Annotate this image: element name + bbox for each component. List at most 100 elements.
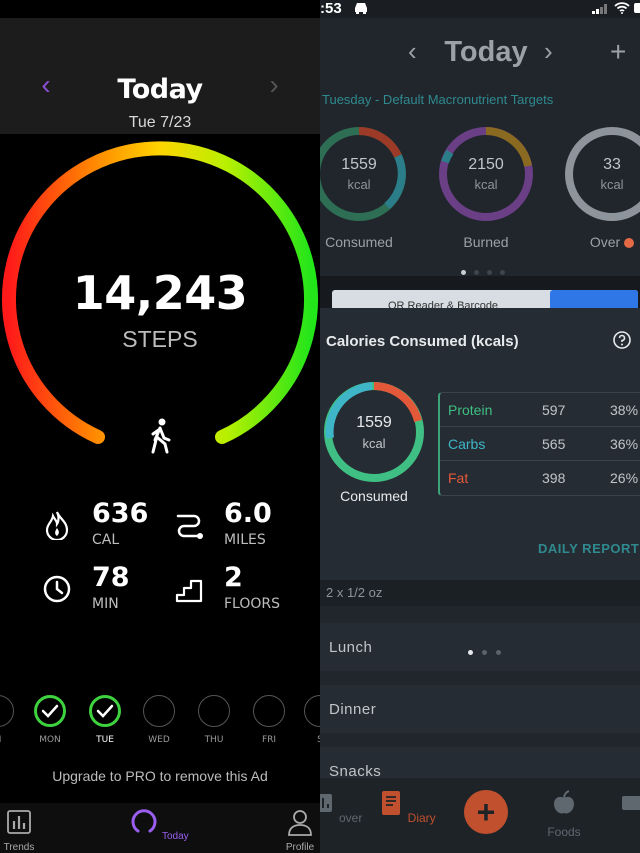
consumed-value: 1559 bbox=[341, 156, 377, 173]
macro-percent: 26% bbox=[610, 470, 639, 486]
meal-label: Lunch bbox=[329, 639, 373, 656]
macro-row-fat: Fat 398 26% bbox=[440, 461, 640, 495]
clock-icon bbox=[43, 575, 71, 603]
week-day-sat[interactable]: S bbox=[300, 695, 320, 755]
stairs-icon bbox=[175, 579, 203, 603]
card-calories-label: Consumed bbox=[340, 488, 408, 504]
day-status-circle bbox=[198, 695, 230, 727]
book-icon bbox=[382, 791, 401, 815]
previous-day-button[interactable]: ‹ bbox=[41, 69, 51, 100]
distance-value: 6.0 bbox=[224, 498, 272, 529]
day-complete-circle bbox=[34, 695, 66, 727]
meal-label: Dinner bbox=[329, 701, 377, 718]
tab-label: Foods bbox=[547, 825, 581, 839]
calories-donut-chart bbox=[324, 382, 424, 482]
week-day-label: FRI bbox=[261, 735, 277, 745]
day-header: ‹ Today Tue 7/23 › bbox=[0, 18, 320, 134]
card-calories-value: 1559 bbox=[356, 414, 392, 431]
daily-report-link[interactable]: DAILY REPORT bbox=[538, 541, 640, 556]
week-day-sun[interactable]: N bbox=[0, 695, 18, 755]
week-day-thu[interactable]: THU bbox=[194, 695, 234, 755]
steps-label: STEPS bbox=[122, 326, 198, 352]
next-day-button[interactable]: › bbox=[269, 69, 279, 100]
calories-value: 636 bbox=[92, 498, 149, 529]
week-day-fri[interactable]: FRI bbox=[249, 695, 289, 755]
tab-more[interactable]: M bbox=[610, 790, 640, 825]
status-time: :53 bbox=[320, 0, 342, 17]
status-bar: :53 bbox=[320, 0, 640, 18]
steps-count: 14,243 bbox=[72, 266, 248, 320]
car-icon bbox=[355, 3, 367, 14]
distance-stat: 6.0 MILES bbox=[174, 498, 314, 554]
meal-label: Snacks bbox=[329, 763, 382, 780]
consumed-label: Consumed bbox=[325, 234, 393, 250]
week-day-label: N bbox=[0, 735, 18, 745]
over-unit: kcal bbox=[600, 177, 624, 192]
macro-name: Protein bbox=[448, 402, 493, 418]
plus-icon[interactable]: + bbox=[610, 36, 627, 67]
macro-table: Protein 597 38% Carbs 565 36% Fat 398 26… bbox=[438, 392, 640, 496]
week-day-label: THU bbox=[204, 735, 224, 745]
week-day-wed[interactable]: WED bbox=[139, 695, 179, 755]
over-indicator-icon bbox=[624, 238, 635, 249]
route-icon bbox=[176, 514, 203, 539]
tab-label: Trends bbox=[3, 842, 35, 853]
macro-value: 597 bbox=[542, 402, 566, 418]
over-label: Over bbox=[562, 234, 640, 250]
card-calories-unit: kcal bbox=[362, 436, 386, 451]
ring-pager bbox=[461, 262, 513, 275]
consumed-unit: kcal bbox=[347, 177, 371, 192]
day-status-circle bbox=[304, 695, 320, 727]
over-ring[interactable]: 33 kcal Over bbox=[562, 122, 640, 262]
meal-dinner[interactable]: Dinner bbox=[320, 685, 640, 733]
week-day-label: TUE bbox=[96, 735, 114, 745]
meal-lunch[interactable]: Lunch bbox=[320, 623, 640, 671]
tab-label: Diary bbox=[407, 811, 436, 825]
upgrade-ad-banner[interactable]: Upgrade to PRO to remove this Ad bbox=[52, 768, 268, 784]
battery-icon bbox=[634, 3, 640, 13]
tab-overview[interactable]: over bbox=[320, 790, 366, 825]
week-day-tue[interactable]: TUE bbox=[85, 695, 125, 755]
ring-icon bbox=[131, 809, 157, 833]
tab-diary[interactable]: Diary bbox=[377, 790, 437, 825]
help-icon[interactable] bbox=[612, 330, 632, 350]
checkmark-icon bbox=[41, 704, 59, 718]
macro-name: Carbs bbox=[448, 436, 486, 452]
macro-targets-label[interactable]: Tuesday - Default Macronutrient Targets bbox=[322, 92, 554, 107]
steps-gauge bbox=[2, 141, 318, 444]
add-food-button[interactable]: + bbox=[464, 790, 508, 834]
tab-today[interactable]: Today bbox=[129, 807, 189, 842]
flame-icon bbox=[45, 511, 69, 540]
macro-percent: 36% bbox=[610, 436, 639, 452]
more-icon bbox=[622, 796, 640, 810]
floors-unit: FLOORS bbox=[224, 596, 281, 612]
day-status-circle bbox=[0, 695, 14, 727]
signal-icon bbox=[592, 4, 607, 14]
ad-banner[interactable]: QR Reader & Barcode bbox=[320, 276, 640, 312]
consumed-ring[interactable]: 1559 kcal Consumed bbox=[320, 122, 409, 262]
bar-chart-icon bbox=[7, 810, 31, 834]
tab-trends[interactable]: Trends bbox=[0, 807, 49, 853]
card-title: Calories Consumed (kcals) bbox=[326, 333, 519, 350]
walking-person-icon bbox=[151, 418, 171, 454]
week-day-mon[interactable]: MON bbox=[30, 695, 70, 755]
day-date: Tue 7/23 bbox=[128, 114, 192, 131]
tab-foods[interactable]: Foods bbox=[534, 790, 594, 839]
day-title: Today bbox=[117, 74, 203, 105]
serving-row[interactable]: 2 x 1/2 oz bbox=[320, 580, 640, 606]
over-value: 33 bbox=[603, 156, 621, 173]
day-status-circle bbox=[143, 695, 175, 727]
tab-profile[interactable]: Profile bbox=[270, 807, 320, 853]
macro-row-carbs: Carbs 565 36% bbox=[440, 427, 640, 461]
burned-ring[interactable]: 2150 kcal Burned bbox=[436, 122, 536, 262]
macro-value: 398 bbox=[542, 470, 566, 486]
calories-unit: CAL bbox=[92, 532, 120, 548]
next-day-button[interactable]: › bbox=[544, 36, 553, 66]
burned-value: 2150 bbox=[468, 156, 504, 173]
apple-icon bbox=[554, 790, 574, 814]
nutrition-app-panel: :53 ‹ Today › + Tuesday - Default Macron… bbox=[320, 0, 640, 853]
steps-app-panel: ‹ Today Tue 7/23 › 14,243 STEPS 636 CAL bbox=[0, 18, 320, 853]
previous-day-button[interactable]: ‹ bbox=[408, 36, 417, 66]
card-pager bbox=[468, 642, 510, 660]
chart-icon bbox=[320, 794, 332, 812]
